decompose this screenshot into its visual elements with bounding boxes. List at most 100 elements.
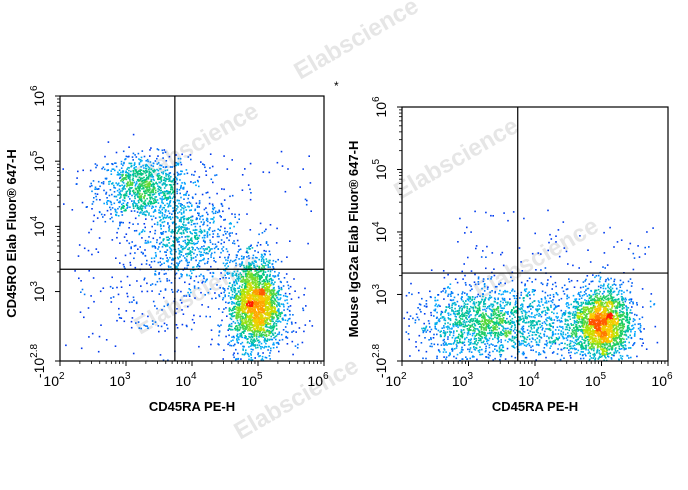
event-dot: [287, 284, 290, 287]
event-dot: [161, 232, 163, 234]
event-dot: [247, 329, 249, 332]
event-dot: [530, 326, 532, 329]
event-dot: [490, 318, 493, 320]
event-dot: [476, 318, 478, 320]
event-dot: [74, 270, 76, 272]
event-dot: [227, 329, 229, 331]
event-dot: [239, 321, 242, 323]
event-dot: [171, 257, 174, 260]
event-dot: [271, 263, 274, 265]
event-dot: [186, 274, 188, 277]
event-dot: [251, 324, 254, 326]
event-dot: [149, 201, 152, 204]
event-dot: [257, 271, 259, 274]
event-dot: [123, 265, 125, 268]
event-dot: [206, 218, 209, 220]
event-dot: [140, 211, 142, 214]
event-dot: [247, 293, 249, 296]
event-dot: [248, 281, 250, 283]
event-dot: [454, 307, 456, 310]
event-dot: [310, 210, 312, 212]
event-dot: [158, 194, 161, 196]
event-dot: [256, 324, 259, 327]
event-dot: [76, 177, 78, 179]
event-dot: [141, 230, 144, 233]
event-dot: [108, 181, 110, 183]
event-dot: [186, 190, 188, 193]
event-dot: [160, 233, 163, 235]
event-dot: [504, 320, 507, 322]
event-dot: [171, 185, 173, 188]
event-dot: [253, 324, 255, 326]
event-dot: [186, 273, 188, 276]
event-dot: [161, 212, 163, 214]
event-dot: [235, 317, 237, 320]
event-dot: [91, 203, 94, 205]
event-dot: [156, 239, 158, 241]
event-dot: [122, 164, 124, 167]
event-dot: [242, 275, 245, 278]
event-dot: [165, 216, 168, 219]
event-dot: [250, 357, 253, 359]
event-dot: [244, 168, 246, 170]
event-dot: [245, 296, 248, 299]
event-dot: [171, 259, 173, 261]
event-dot: [117, 171, 119, 174]
event-dot: [246, 274, 248, 276]
event-dot: [129, 180, 131, 183]
event-dot: [278, 333, 280, 335]
event-dot: [109, 208, 112, 211]
event-dot: [266, 322, 269, 325]
event-dot: [504, 282, 506, 285]
event-dot: [254, 306, 256, 309]
event-dot: [185, 295, 187, 297]
event-dot: [491, 329, 493, 332]
watermark-text: Elabscience: [230, 352, 364, 445]
event-dot: [532, 322, 534, 324]
event-dot: [262, 319, 265, 322]
event-dot: [256, 318, 258, 320]
event-dot: [265, 300, 267, 302]
event-dot: [272, 275, 274, 277]
event-dot: [238, 328, 240, 331]
event-dot: [177, 206, 179, 208]
event-dot: [159, 164, 161, 166]
event-dot: [258, 284, 260, 286]
event-dot: [250, 299, 252, 302]
event-dot: [279, 315, 282, 318]
event-dot: [119, 197, 121, 199]
event-dot: [447, 317, 450, 319]
event-dot: [494, 345, 496, 347]
event-dot: [145, 165, 147, 168]
event-dot: [241, 341, 244, 344]
event-dot: [278, 287, 280, 289]
event-dot: [277, 275, 280, 277]
event-dot: [247, 309, 249, 312]
event-dot: [271, 299, 274, 302]
event-dot: [140, 180, 143, 183]
event-dot: [243, 266, 246, 269]
event-dot: [62, 168, 64, 170]
event-dot: [124, 188, 126, 190]
event-dot: [127, 206, 129, 208]
event-dot: [77, 170, 79, 173]
event-dot: [239, 335, 241, 337]
event-dot: [263, 249, 265, 252]
event-dot: [264, 316, 267, 319]
event-dot: [185, 242, 187, 245]
event-dot: [169, 172, 172, 174]
event-dot: [511, 317, 514, 320]
event-dot: [305, 203, 308, 206]
event-dot: [259, 334, 262, 336]
event-dot: [165, 245, 167, 248]
event-dot: [250, 192, 252, 194]
event-dot: [286, 295, 289, 298]
event-dot: [233, 289, 236, 292]
event-dot: [91, 184, 93, 187]
event-dot: [182, 188, 185, 190]
event-dot: [482, 341, 484, 344]
event-dot: [231, 301, 233, 303]
event-dot: [175, 223, 177, 225]
event-dot: [224, 274, 226, 277]
event-dot: [159, 223, 162, 226]
